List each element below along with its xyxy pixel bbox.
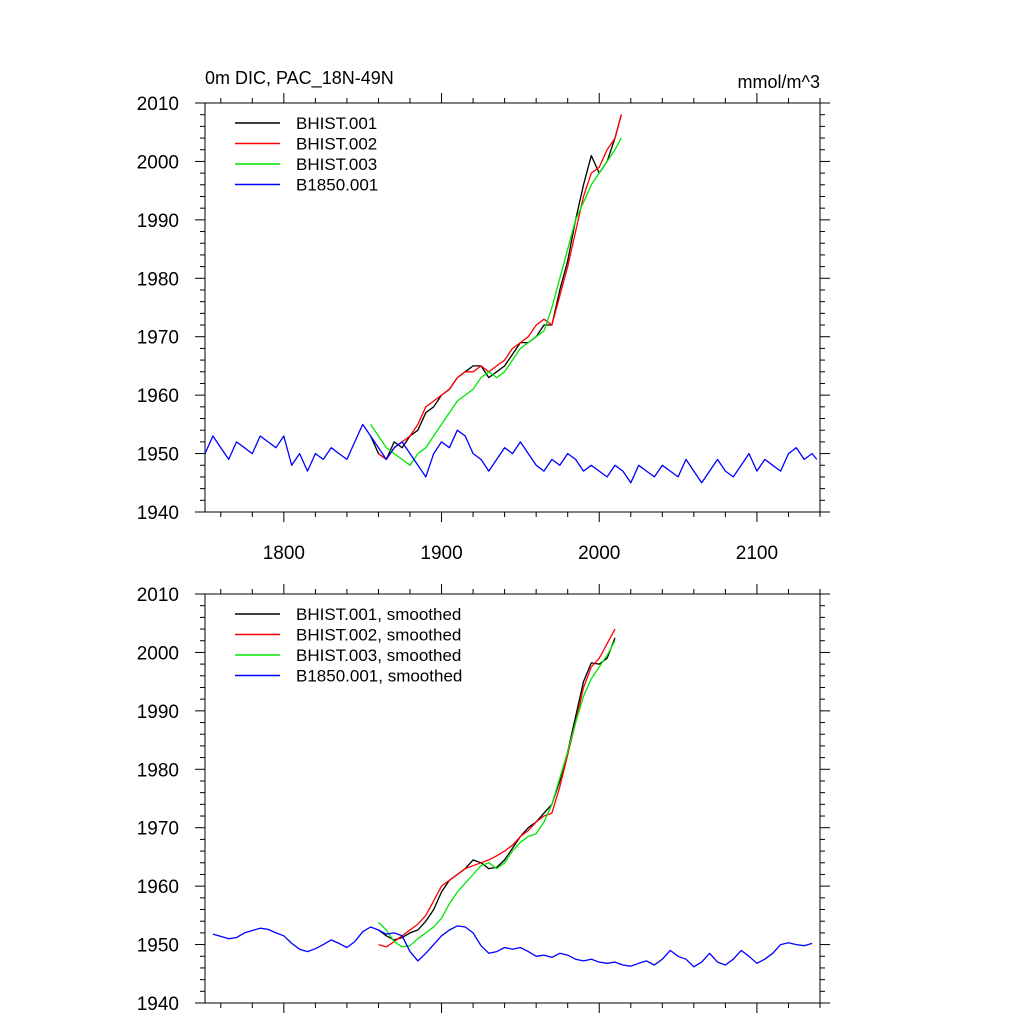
bottom-y-tick-label: 2010: [137, 585, 179, 606]
top-legend-label-b1850-001: B1850.001: [296, 176, 378, 195]
bottom-y-tick-label: 1970: [137, 819, 179, 840]
bottom-legend-label-b1850-001: B1850.001, smoothed: [296, 667, 462, 686]
bottom-plot-frame: [204, 593, 821, 1004]
top-y-tick-label: 2000: [137, 152, 179, 173]
bottom-series-line-bhist-003: [378, 640, 616, 948]
top-series-line-b1850-001: [204, 423, 818, 484]
top-y-tick-label: 1980: [137, 269, 179, 290]
top-series-line-bhist-002: [378, 114, 622, 461]
bottom-y-tick-label: 1990: [137, 702, 179, 723]
top-legend-label-bhist-002: BHIST.002: [296, 135, 377, 154]
top-plot-frame: [204, 102, 821, 513]
top-series-line-bhist-001: [370, 114, 622, 461]
top-y-tick-label: 2010: [137, 94, 179, 115]
top-series-line-bhist-003: [370, 137, 622, 466]
bottom-legend-label-bhist-003: BHIST.003, smoothed: [296, 646, 461, 665]
top-y-tick-label: 1940: [137, 503, 179, 524]
top-legend-label-bhist-003: BHIST.003: [296, 155, 377, 174]
top-x-tick-label: 2100: [736, 543, 778, 564]
top-x-tick-label: 2000: [578, 543, 620, 564]
bottom-y-tick-label: 1980: [137, 760, 179, 781]
top-x-tick-label: 1900: [420, 543, 462, 564]
top-chart-panel: 1940 1950 1960 1970 1980 1990 2000 2010 1800 1900…: [137, 93, 830, 564]
top-y-tick-label: 1990: [137, 211, 179, 232]
top-y-tick-label: 1950: [137, 445, 179, 466]
bottom-y-tick-label: 1940: [137, 994, 179, 1015]
top-chart-units: mmol/m^3: [738, 72, 820, 92]
top-x-tick-label: 1800: [263, 543, 305, 564]
bottom-y-tick-label: 1950: [137, 936, 179, 957]
bottom-y-tick-label: 2000: [137, 643, 179, 664]
bottom-legend-label-bhist-002: BHIST.002, smoothed: [296, 626, 461, 645]
bottom-series-line-b1850-001: [212, 925, 813, 968]
top-chart-title: 0m DIC, PAC_18N-49N: [205, 68, 394, 89]
bottom-chart-panel: 1940 1950 1960 1970 1980 1990 2000 2010 BHIST.00…: [137, 584, 830, 1015]
top-legend-label-bhist-001: BHIST.001: [296, 114, 377, 133]
bottom-legend-label-bhist-001: BHIST.001, smoothed: [296, 605, 461, 624]
bottom-series-line-bhist-001: [378, 637, 616, 941]
top-y-tick-label: 1970: [137, 328, 179, 349]
top-y-tick-label: 1960: [137, 386, 179, 407]
bottom-y-tick-label: 1960: [137, 877, 179, 898]
